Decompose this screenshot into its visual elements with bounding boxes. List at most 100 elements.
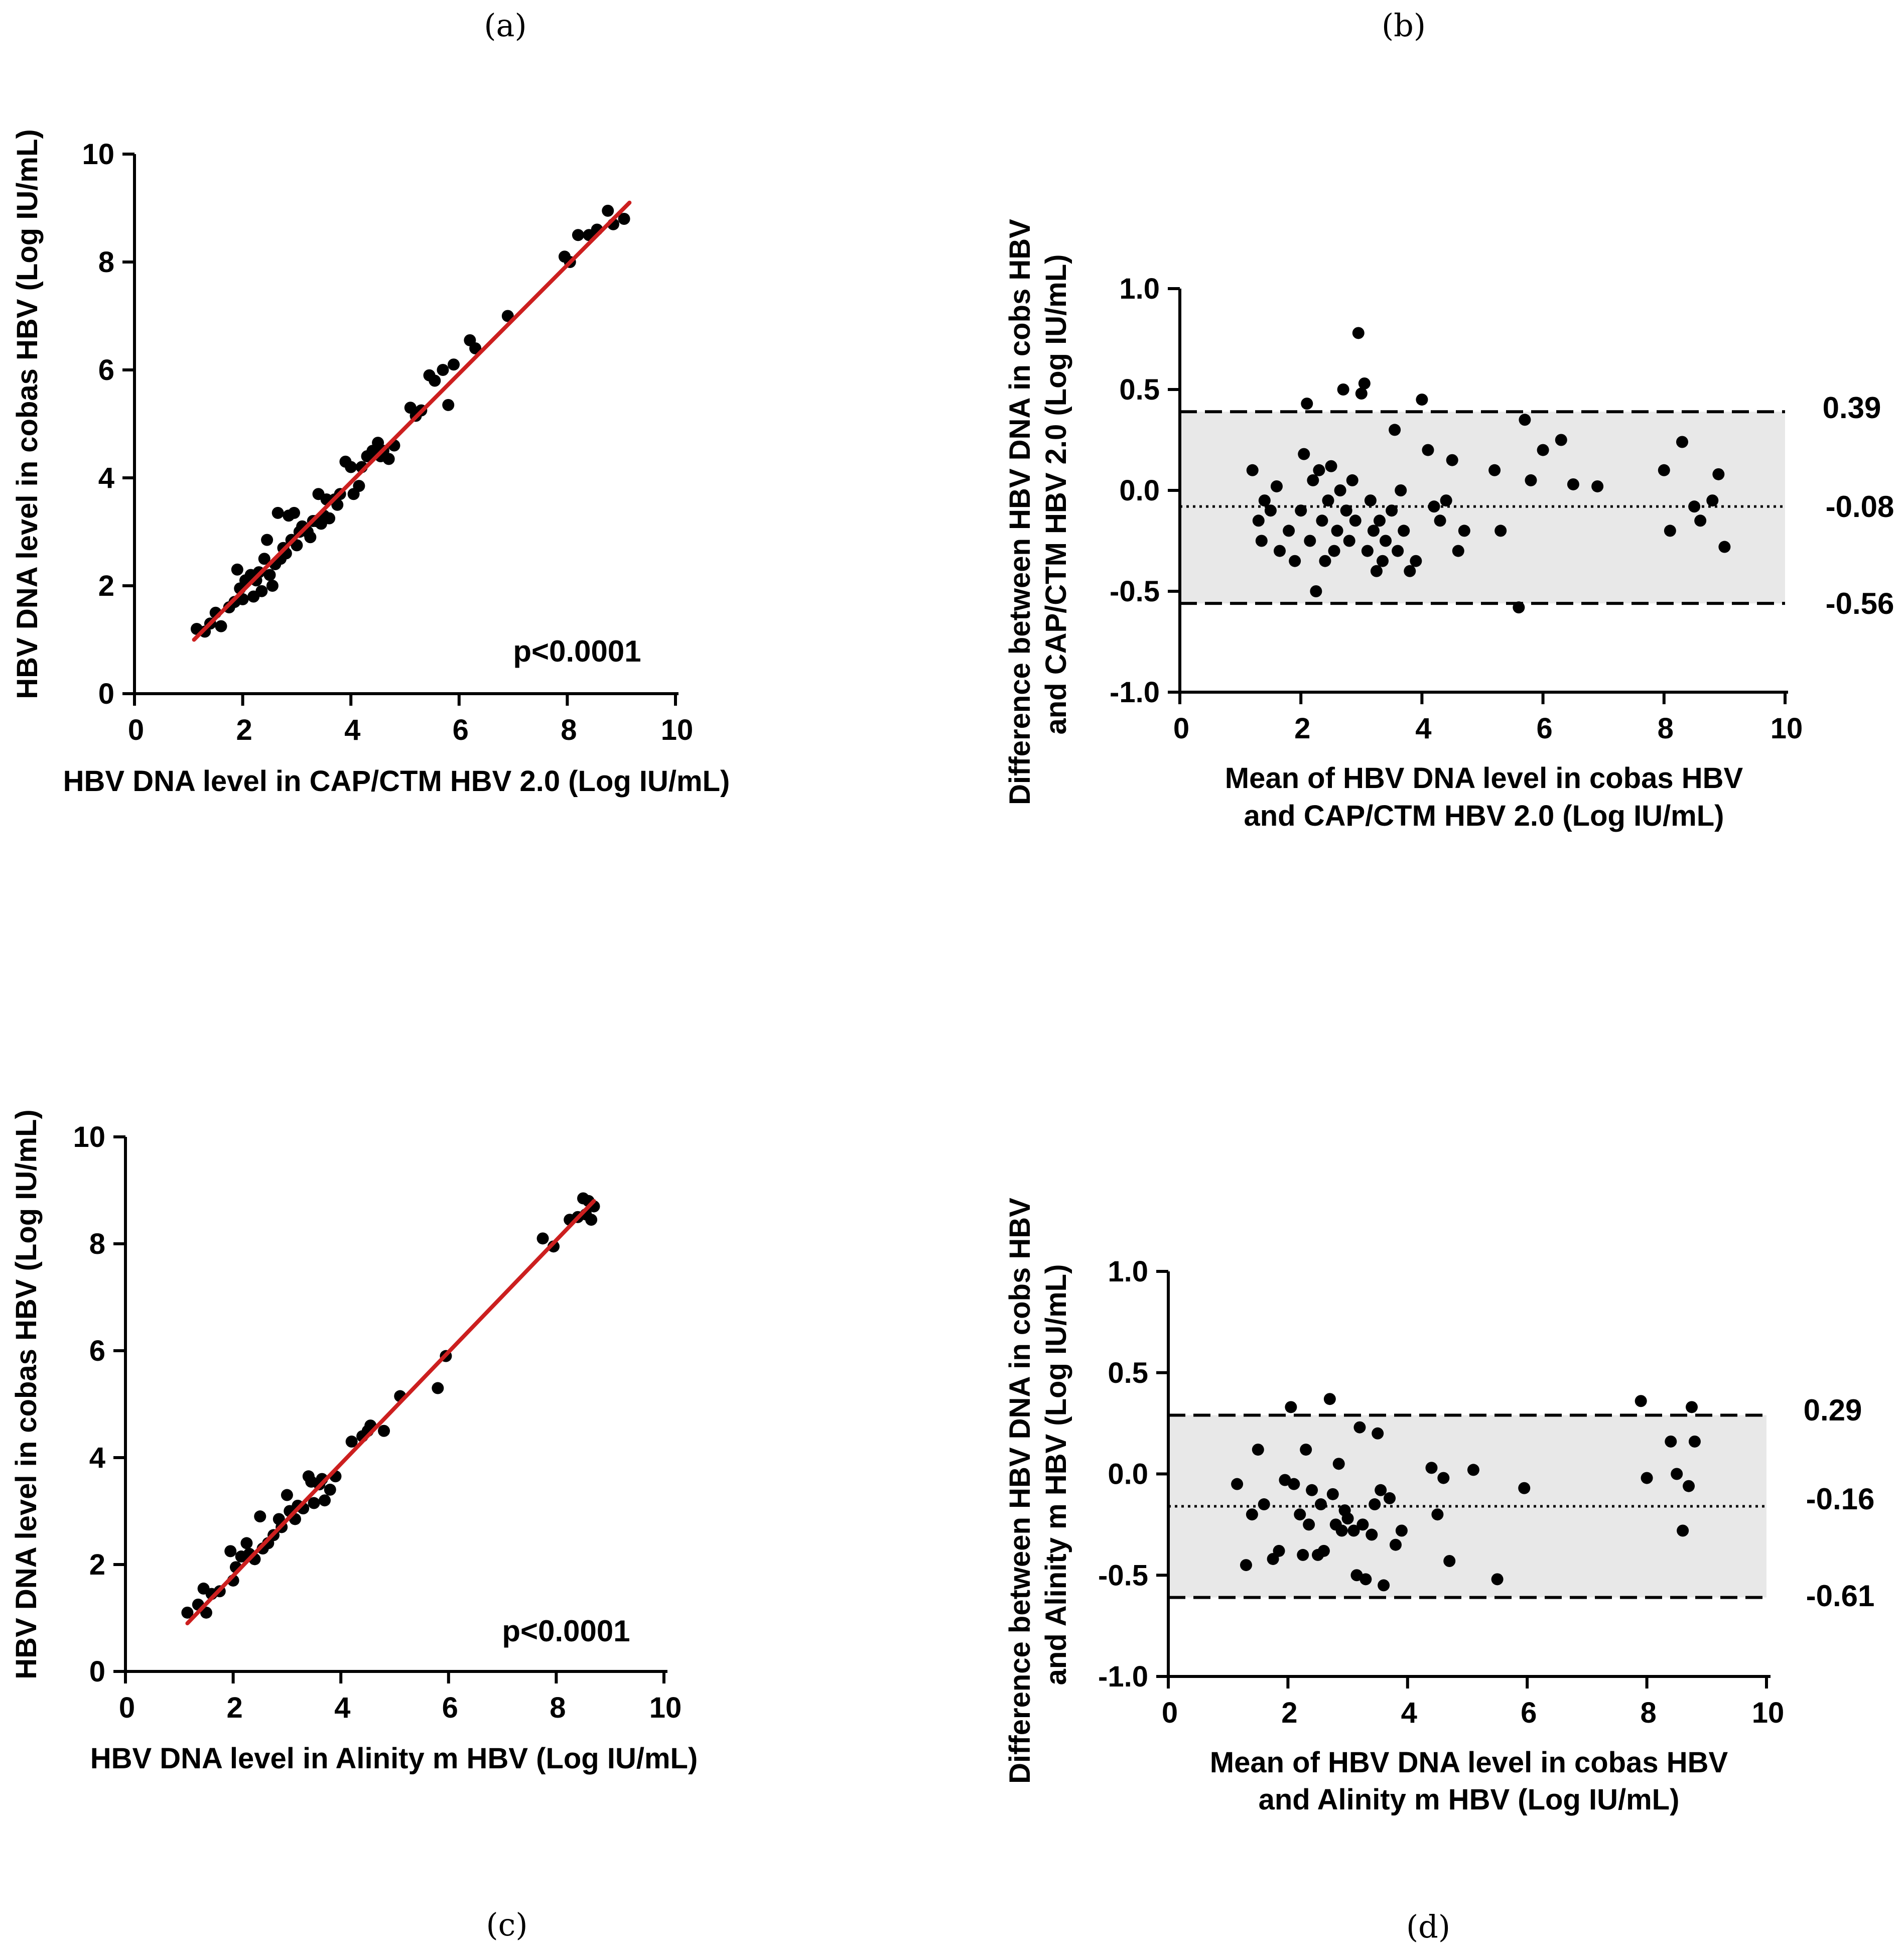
panel-b-data-point	[1346, 474, 1358, 486]
panel-b-x-tick-label: 8	[1658, 712, 1674, 745]
panel-b-data-point	[1304, 535, 1316, 547]
panel-d-data-point	[1323, 1393, 1336, 1405]
panel-b-data-point	[1567, 478, 1579, 490]
panel-d-y-axis-title-line-1: Difference between HBV DNA in cobs HBV	[1004, 1198, 1036, 1784]
panel-a-x-ticks: 0 2 4 6 8 10	[128, 694, 693, 746]
panel-d-x-axis-title-line-2: and Alinity m HBV (Log IU/mL)	[1259, 1783, 1680, 1816]
panel-a: (a) 0 2 4 6 8 10 0 2 4 6 8 10 HBV DNA level in CAP…	[11, 7, 730, 798]
panel-d-data-point	[1677, 1524, 1689, 1537]
panel-c-data-point	[378, 1424, 390, 1437]
panel-b-data-point	[1416, 394, 1428, 406]
panel-b-data-point	[1513, 601, 1525, 614]
panel-a-data-point	[271, 506, 284, 519]
panel-b-x-tick-label: 4	[1415, 712, 1431, 745]
panel-c: (c) 0 2 4 6 8 10 0 2 4 6 8 10 HBV DNA level in Ali…	[10, 1109, 698, 1943]
panel-d-data-point	[1443, 1555, 1456, 1568]
panel-d-data-point	[1356, 1518, 1369, 1531]
panel-a-data-point	[618, 213, 630, 225]
panel-d-data-point	[1306, 1484, 1318, 1496]
panel-b-data-point	[1395, 484, 1407, 496]
panel-c-data-point	[324, 1483, 336, 1496]
panel-a-y-tick-label: 8	[98, 246, 114, 279]
panel-d-data-point	[1686, 1401, 1698, 1413]
panel-b-data-point	[1325, 460, 1337, 472]
panel-d-data-point	[1425, 1462, 1438, 1474]
panel-a-data-point	[288, 506, 301, 519]
panel-b-upper-limit-label: 0.39	[1823, 391, 1881, 425]
panel-a-data-point	[572, 229, 584, 241]
panel-b-data-point	[1694, 514, 1707, 527]
panel-b-data-point	[1664, 525, 1676, 537]
panel-b-data-point	[1258, 494, 1271, 507]
panel-b-data-point	[1352, 327, 1365, 339]
panel-b-data-point	[1355, 387, 1368, 400]
panel-c-x-tick-label: 6	[442, 1692, 458, 1724]
panel-c-data-point	[536, 1232, 549, 1245]
panel-b-label: (b)	[1382, 7, 1426, 44]
panel-a-data-point	[429, 374, 441, 387]
panel-b-y-tick-label: -0.5	[1110, 575, 1160, 608]
panel-d-data-point	[1285, 1401, 1297, 1413]
panel-b-y-ticks: -1.0 -0.5 0.0 0.5 1.0	[1110, 273, 1180, 709]
panel-b-data-point	[1264, 504, 1277, 517]
panel-b-x-tick-label: 2	[1294, 712, 1310, 745]
panel-d-data-point	[1258, 1498, 1270, 1511]
panel-a-x-tick-label: 6	[453, 714, 469, 746]
panel-d-x-ticks: 0 2 4 6 8 10	[1162, 1676, 1784, 1729]
panel-d-upper-limit-label: 0.29	[1804, 1393, 1862, 1427]
panel-b-data-point	[1316, 514, 1328, 527]
panel-c-x-tick-label: 4	[334, 1692, 350, 1724]
panel-d-data-point	[1240, 1559, 1252, 1572]
panel-d-data-point	[1431, 1508, 1444, 1521]
panel-d-data-point	[1395, 1524, 1408, 1537]
panel-a-plot-area	[190, 200, 632, 642]
panel-b-data-point	[1349, 514, 1362, 527]
panel-c-y-tick-label: 10	[73, 1121, 105, 1153]
panel-b-data-point	[1440, 494, 1452, 507]
panel-d-data-point	[1688, 1435, 1701, 1448]
panel-b-data-point	[1712, 468, 1725, 480]
panel-c-data-point	[224, 1545, 237, 1557]
panel-d-x-tick-label: 2	[1281, 1697, 1297, 1729]
panel-c-y-tick-label: 0	[89, 1655, 105, 1688]
panel-a-data-point	[448, 358, 460, 371]
panel-d-x-tick-label: 8	[1640, 1697, 1656, 1729]
panel-b-data-point	[1494, 525, 1507, 537]
panel-b-x-axis-title-line-2: and CAP/CTM HBV 2.0 (Log IU/mL)	[1244, 800, 1724, 832]
panel-d-data-point	[1300, 1444, 1312, 1456]
panel-c-y-tick-label: 2	[89, 1548, 105, 1581]
panel-b-x-tick-label: 0	[1173, 712, 1189, 745]
panel-b-data-point	[1525, 474, 1537, 486]
panel-a-y-tick-label: 2	[98, 570, 114, 602]
panel-c-data-point	[181, 1606, 194, 1619]
panel-b-data-point	[1358, 377, 1371, 390]
panel-b-x-tick-label: 6	[1536, 712, 1552, 745]
panel-c-x-axis-title: HBV DNA level in Alinity m HBV (Log IU/m…	[90, 1742, 698, 1775]
panel-b-y-tick-label: 0.5	[1119, 373, 1160, 406]
panel-b-data-point	[1322, 494, 1334, 507]
panel-d-data-point	[1252, 1444, 1264, 1456]
panel-b-data-point	[1404, 565, 1416, 577]
panel-b-data-point	[1340, 504, 1352, 517]
panel-a-data-point	[331, 498, 344, 511]
panel-a-x-axis-title: HBV DNA level in CAP/CTM HBV 2.0 (Log IU…	[63, 765, 730, 798]
panel-d-data-point	[1491, 1573, 1504, 1586]
panel-d-data-point	[1389, 1538, 1402, 1551]
panel-a-y-tick-label: 6	[98, 354, 114, 386]
panel-b-data-point	[1410, 555, 1422, 567]
panel-b-data-point	[1537, 444, 1549, 456]
panel-b-data-point	[1688, 500, 1701, 513]
panel-b-x-ticks: 0 2 4 6 8 10	[1173, 692, 1803, 745]
panel-a-data-point	[353, 480, 365, 492]
panel-c-data-point	[345, 1436, 358, 1448]
panel-d-data-point	[1314, 1498, 1327, 1511]
panel-b-data-point	[1370, 565, 1383, 577]
panel-c-data-point	[240, 1537, 253, 1549]
panel-a-data-point	[469, 342, 482, 354]
panel-a-data-point	[266, 580, 279, 592]
panel-d-y-tick-label: 1.0	[1108, 1255, 1148, 1288]
panel-a-p-value: p<0.0001	[513, 634, 641, 668]
panel-c-y-tick-label: 4	[89, 1442, 105, 1474]
panel-d-x-tick-label: 6	[1521, 1697, 1537, 1729]
panel-d-x-tick-label: 0	[1162, 1697, 1178, 1729]
